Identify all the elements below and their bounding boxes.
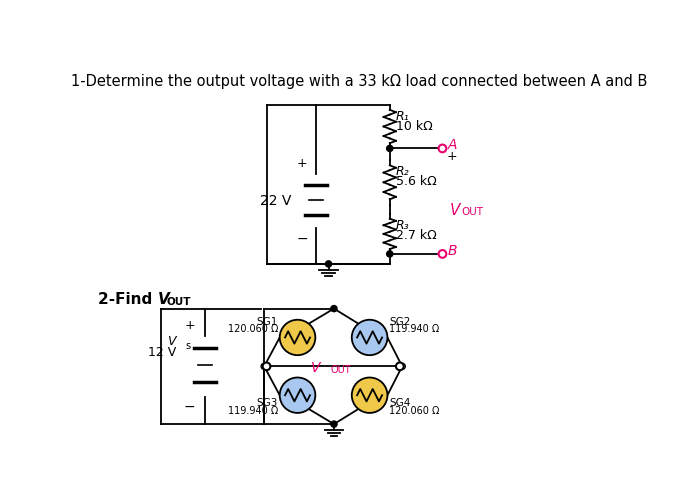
Text: SG4: SG4 (389, 398, 410, 408)
Text: 119.940 Ω: 119.940 Ω (228, 406, 278, 416)
Circle shape (331, 305, 337, 312)
Text: 12 V: 12 V (148, 346, 176, 359)
Text: SG3: SG3 (257, 398, 278, 408)
Text: −: − (296, 232, 308, 246)
Text: 2-Find: 2-Find (98, 292, 158, 307)
Text: R₂: R₂ (396, 165, 410, 178)
Circle shape (262, 362, 270, 370)
Text: B: B (448, 244, 457, 258)
Text: +: + (297, 157, 307, 170)
Text: +: + (185, 319, 195, 332)
Text: −: − (184, 400, 195, 414)
Circle shape (386, 251, 393, 257)
Text: s: s (185, 341, 190, 351)
Circle shape (386, 145, 393, 152)
Text: 22 V: 22 V (260, 194, 291, 208)
Circle shape (261, 363, 267, 369)
Circle shape (439, 145, 447, 152)
Text: V: V (312, 361, 321, 375)
Circle shape (326, 261, 332, 267)
Text: 120.060 Ω: 120.060 Ω (228, 324, 278, 334)
Text: 10 kΩ: 10 kΩ (396, 120, 433, 133)
Text: 120.060 Ω: 120.060 Ω (389, 406, 440, 416)
Circle shape (396, 362, 404, 370)
Circle shape (331, 421, 337, 427)
Text: 119.940 Ω: 119.940 Ω (389, 324, 439, 334)
Text: V: V (158, 292, 170, 307)
Text: V: V (450, 203, 461, 218)
Text: R₁: R₁ (396, 110, 410, 123)
Text: 1-Determine the output voltage with a 33 kΩ load connected between A and B: 1-Determine the output voltage with a 33… (71, 74, 647, 89)
Text: 2.7 kΩ: 2.7 kΩ (396, 229, 437, 242)
Text: SG2: SG2 (389, 317, 410, 327)
Circle shape (280, 378, 315, 413)
Text: OUT: OUT (167, 297, 191, 307)
Text: +: + (447, 150, 457, 163)
Text: OUT: OUT (330, 365, 351, 375)
Circle shape (439, 250, 447, 258)
Text: R₃: R₃ (396, 219, 410, 232)
Circle shape (352, 378, 387, 413)
Text: OUT: OUT (461, 208, 483, 218)
Circle shape (352, 320, 387, 355)
Text: V: V (167, 335, 176, 348)
Text: A: A (448, 138, 457, 152)
Text: 5.6 kΩ: 5.6 kΩ (396, 175, 437, 188)
Circle shape (399, 363, 405, 369)
Text: SG1: SG1 (257, 317, 278, 327)
Circle shape (280, 320, 315, 355)
